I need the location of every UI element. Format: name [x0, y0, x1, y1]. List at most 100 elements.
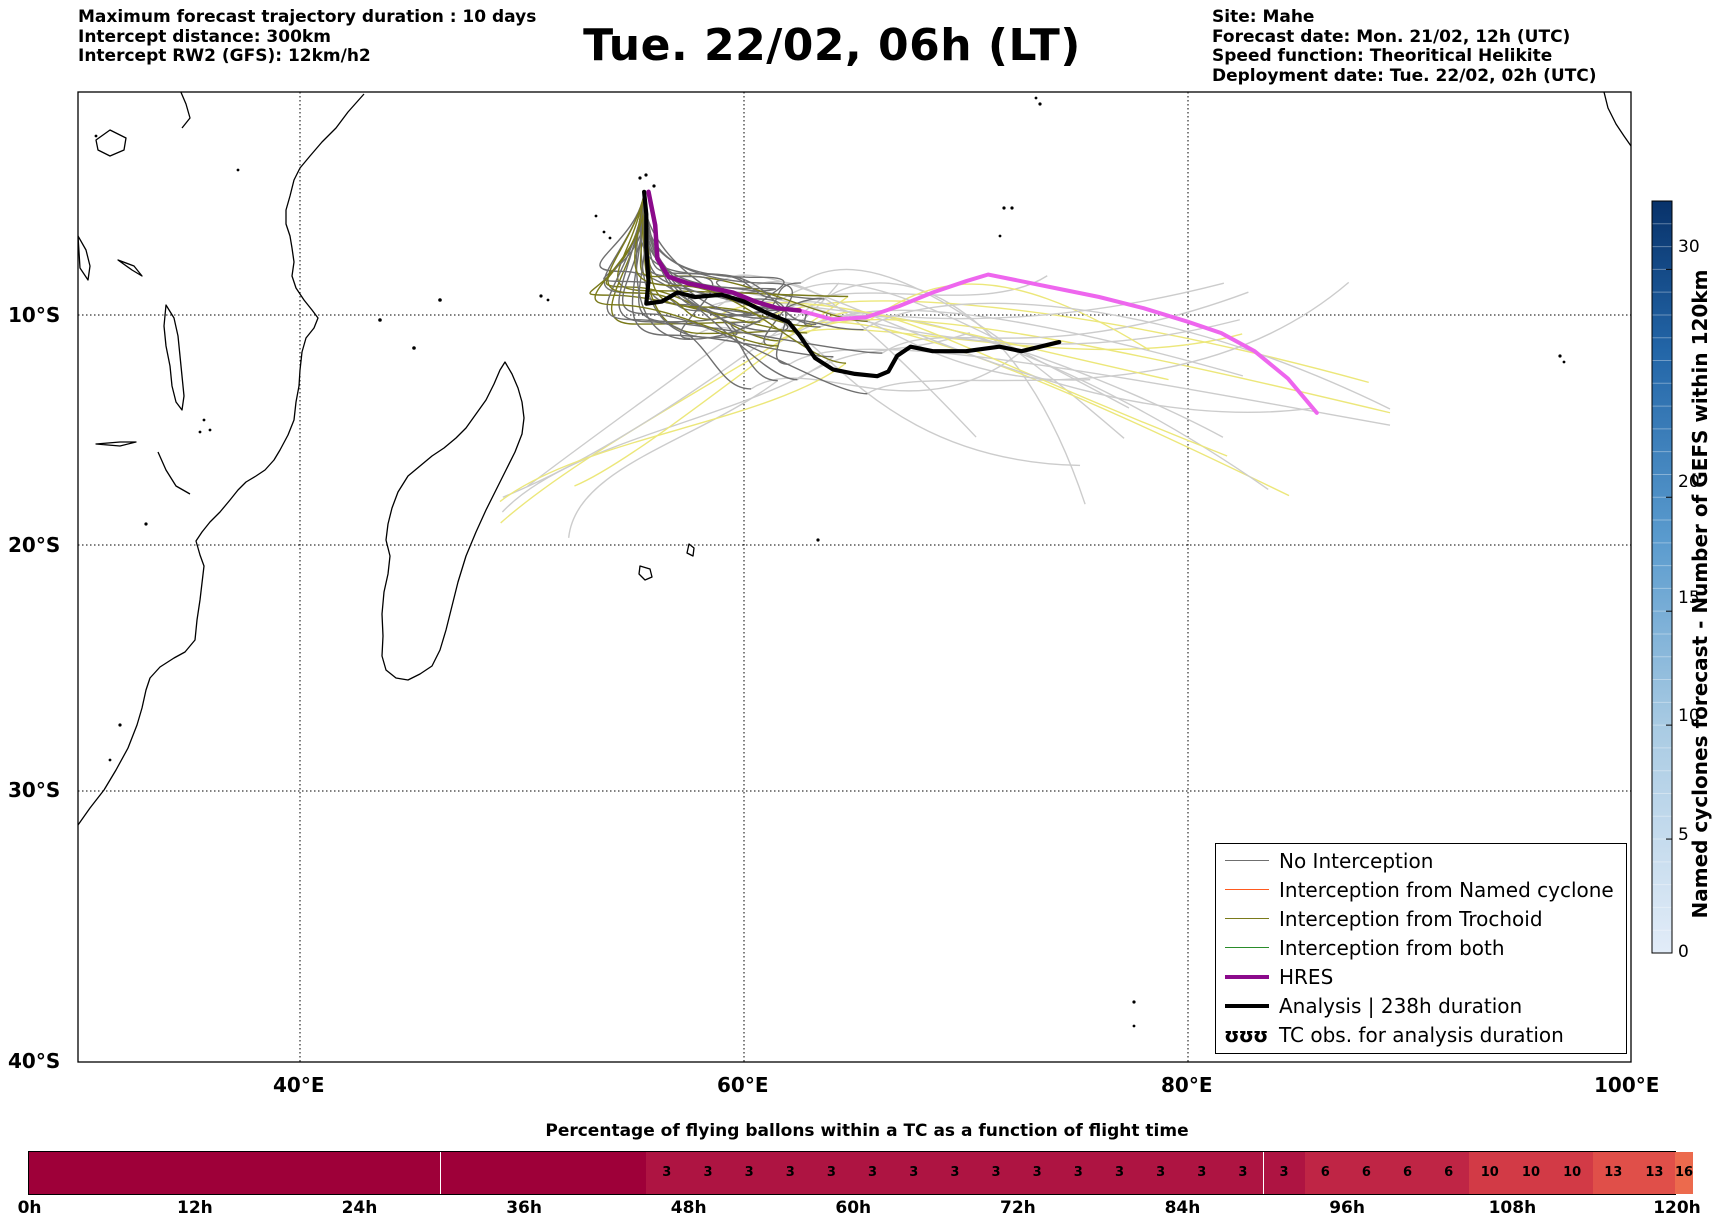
- percentage-segment: [193, 1152, 235, 1194]
- coastlines: [78, 92, 1631, 826]
- percentage-segment: 6: [1386, 1152, 1429, 1194]
- percentage-segment: 6: [1428, 1152, 1470, 1194]
- lake-victoria: [95, 129, 127, 157]
- percentage-bar-hour-label: 108h: [1488, 1198, 1537, 1218]
- legend-swatch: [1225, 918, 1269, 919]
- africa-coastline: [78, 93, 365, 826]
- ensemble-trajectory-late: [815, 314, 1224, 438]
- percentage-segment: 3: [1263, 1152, 1305, 1194]
- percentage-bar-hour-label: 36h: [506, 1198, 542, 1218]
- percentage-segment: 10: [1510, 1152, 1552, 1194]
- percentage-bar: 3 3 3 3 3 3 3 3 3 3 3 3 3 3 3 3 6 6 6 6 10 10 10 13 13 16: [28, 1151, 1694, 1195]
- percentage-segment: 3: [687, 1152, 729, 1194]
- legend-swatch: [1225, 947, 1269, 948]
- legend-item-no-interception: No Interception: [1216, 848, 1626, 874]
- percentage-segment: [563, 1152, 606, 1194]
- percentage-segment: [111, 1152, 153, 1194]
- percentage-segment: [605, 1152, 647, 1194]
- lat-label-30s: 30°S: [8, 778, 61, 802]
- legend-swatch: [1225, 889, 1269, 890]
- ensemble-trajectory-late: [789, 348, 1391, 426]
- percentage-segment: 13: [1592, 1152, 1634, 1194]
- ensemble-trajectory-early: [643, 194, 821, 328]
- percentage-segment: 3: [934, 1152, 976, 1194]
- percentage-segment: 10: [1551, 1152, 1593, 1194]
- percentage-segment: 3: [1098, 1152, 1141, 1194]
- ensemble-trajectory-late: [712, 301, 1169, 381]
- ensemble-late-trajectories: [499, 268, 1391, 538]
- lat-label-20s: 20°S: [8, 533, 61, 557]
- page-title: Tue. 22/02, 06h (LT): [0, 20, 1734, 71]
- ensemble-trajectory-late: [786, 275, 1048, 311]
- legend-label: Interception from Named cyclone: [1279, 878, 1614, 902]
- ne-coast: [1603, 92, 1631, 147]
- percentage-segment: [358, 1152, 400, 1194]
- colorbar-tick-30: 30: [1678, 237, 1700, 257]
- percentage-segment: [399, 1152, 441, 1194]
- legend-item-trochoid: Interception from Trochoid: [1216, 906, 1626, 932]
- percentage-segment: 3: [1140, 1152, 1182, 1194]
- ensemble-trajectory-early: [643, 194, 864, 331]
- legend-label: Interception from both: [1279, 936, 1505, 960]
- percentage-segment: 3: [852, 1152, 894, 1194]
- percentage-segment: 13: [1633, 1152, 1675, 1194]
- lake-tanganyika: [78, 235, 91, 281]
- colorbar-label: Named cyclones forecast - Number of GEFS…: [1688, 269, 1712, 919]
- coastal-coast-east: [180, 92, 191, 129]
- percentage-bar-hour-label: 24h: [341, 1198, 378, 1218]
- islands: [94, 96, 1566, 1028]
- ensemble-trajectory-late: [782, 282, 1130, 409]
- legend-swatch: [1225, 975, 1269, 979]
- ensemble-trajectory-early: [594, 194, 779, 347]
- ensemble-trajectory-early: [606, 194, 883, 354]
- percentage-segment: 3: [1222, 1152, 1264, 1194]
- percentage-segment: [317, 1152, 359, 1194]
- madagascar-coastline: [381, 361, 525, 681]
- percentage-bar-hour-label: 0h: [17, 1198, 42, 1218]
- percentage-bar-hour-label: 120h: [1653, 1198, 1701, 1218]
- ensemble-trajectory-late: [567, 380, 779, 538]
- percentage-segment: 3: [975, 1152, 1017, 1194]
- percentage-bar-hour-label: 60h: [835, 1198, 872, 1218]
- percentage-segment: [29, 1152, 71, 1194]
- percentage-bar-hour-label: 48h: [670, 1198, 707, 1218]
- ensemble-trajectory-late: [499, 362, 847, 503]
- ensemble-trajectory-early: [589, 194, 808, 334]
- inland-lake-2: [95, 441, 137, 447]
- lon-label-100e: 100°E: [1594, 1073, 1660, 1097]
- percentage-segment: 6: [1304, 1152, 1346, 1194]
- legend-item-tc-obs: ʊʊʊ TC obs. for analysis duration: [1216, 1022, 1626, 1048]
- hres-track: [646, 189, 802, 313]
- lake-malawi: [163, 304, 185, 411]
- percentage-segment: [440, 1152, 482, 1194]
- colorbar-tick-5: 5: [1678, 825, 1689, 845]
- legend-label: No Interception: [1279, 849, 1434, 873]
- legend-item-analysis: Analysis | 238h duration: [1216, 993, 1626, 1019]
- legend-label: HRES: [1279, 965, 1334, 989]
- ensemble-trajectory-early: [638, 194, 783, 323]
- header-right: Site: Mahe Forecast date: Mon. 21/02, 12…: [1212, 7, 1597, 86]
- hres-forecast-track: [797, 272, 1319, 415]
- colorbar: [1651, 200, 1673, 954]
- mozambique-channel-coast: [157, 451, 191, 495]
- lon-label-40e: 40°E: [273, 1073, 325, 1097]
- legend-item-both: Interception from both: [1216, 935, 1626, 961]
- header-forecast-date: Forecast date: Mon. 21/02, 12h (UTC): [1212, 26, 1571, 47]
- header-intercept-rw2: Intercept RW2 (GFS): 12km/h2: [78, 46, 371, 66]
- colorbar-tick-10: 10: [1678, 706, 1700, 726]
- ensemble-trajectory-late: [574, 345, 780, 487]
- percentage-segment: 3: [646, 1152, 688, 1194]
- analysis-track: [642, 189, 1062, 379]
- ensemble-trajectory-late: [744, 315, 1081, 467]
- percentage-segment: 3: [769, 1152, 811, 1194]
- colorbar-tick-0: 0: [1678, 942, 1689, 962]
- percentage-segment: 6: [1345, 1152, 1387, 1194]
- percentage-bar-hour-label: 72h: [1000, 1198, 1036, 1218]
- legend: No Interception Interception from Named …: [1215, 843, 1627, 1054]
- header-deployment-date: Deployment date: Tue. 22/02, 02h (UTC): [1212, 65, 1597, 86]
- colorbar-frame: [1651, 200, 1673, 954]
- ensemble-trajectory-early: [639, 194, 817, 326]
- legend-swatch: [1225, 860, 1269, 861]
- header-site: Site: Mahe: [1212, 7, 1315, 27]
